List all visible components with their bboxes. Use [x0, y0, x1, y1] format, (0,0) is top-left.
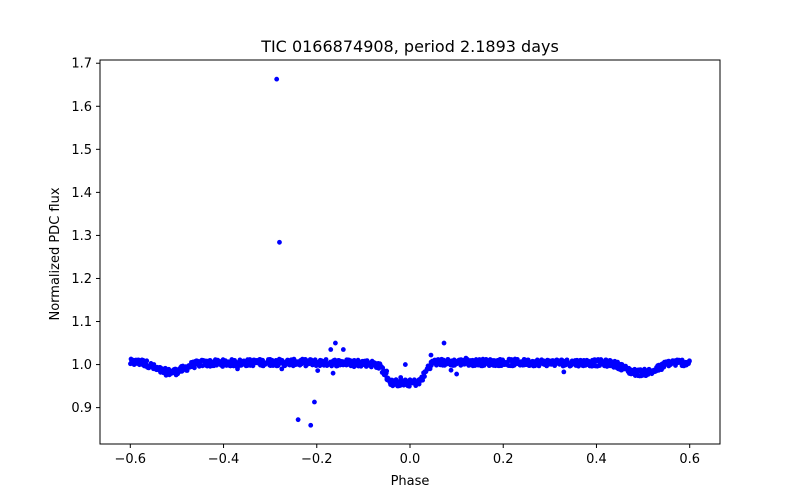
outlier-point — [561, 369, 567, 375]
data-point — [323, 357, 329, 362]
outlier-point — [235, 366, 240, 372]
x-tick-label: 0.2 — [493, 452, 514, 467]
outlier-point — [412, 378, 418, 383]
y-tick-label: 0.9 — [71, 401, 92, 416]
y-tick-label: 1.4 — [71, 186, 92, 201]
outlier-point — [347, 357, 352, 363]
data-point — [355, 357, 361, 363]
data-point — [686, 359, 692, 364]
y-tick-label: 1.5 — [71, 143, 92, 158]
y-tick-label: 1.7 — [71, 57, 92, 72]
x-tick-label: 0.0 — [400, 452, 421, 467]
y-tick-label: 1.1 — [71, 315, 92, 330]
outlier-point — [384, 368, 390, 374]
axes: −0.6 −0.4 −0.2 0.0 0.2 0.4 0.6 0.9 1.0 1.1 1.2 1.3 1… — [71, 57, 721, 467]
y-axis-label: Normalized PDC flux — [48, 187, 63, 320]
chart-title: TIC 0166874908, period 2.1893 days — [260, 37, 559, 56]
outlier-point — [328, 347, 334, 352]
outlier-point — [274, 76, 280, 82]
data-points — [128, 76, 692, 428]
outlier-point — [340, 347, 346, 352]
outlier-point — [351, 364, 357, 370]
outlier-point — [454, 371, 460, 377]
outlier-point — [315, 368, 321, 373]
y-tick-label: 1.0 — [71, 358, 92, 373]
outlier-point — [312, 399, 317, 405]
outlier-point — [277, 239, 282, 245]
outlier-point — [441, 340, 447, 346]
x-axis-label: Phase — [391, 474, 430, 489]
data-point — [144, 358, 150, 364]
y-tick-label: 1.2 — [71, 272, 92, 287]
outlier-point — [402, 362, 408, 367]
outlier-point — [295, 417, 301, 423]
x-tick-label: −0.6 — [115, 452, 147, 467]
outlier-point — [448, 367, 454, 373]
y-tick-label: 1.6 — [71, 100, 92, 115]
outlier-point — [308, 422, 314, 428]
data-point — [220, 364, 226, 369]
outlier-point — [510, 363, 515, 369]
data-point — [406, 383, 412, 389]
outlier-point — [421, 370, 427, 376]
outlier-point — [330, 370, 336, 376]
outlier-point — [267, 357, 273, 362]
outlier-point — [279, 366, 285, 372]
outlier-point — [398, 375, 404, 380]
x-tick-label: 0.4 — [586, 452, 607, 467]
x-tick-label: −0.4 — [208, 452, 240, 467]
data-point — [477, 357, 482, 362]
x-tick-label: −0.2 — [301, 452, 333, 467]
x-tick-label: 0.6 — [679, 452, 700, 467]
outlier-point — [428, 352, 434, 358]
outlier-point — [463, 355, 469, 361]
outlier-point — [333, 340, 338, 346]
y-tick-label: 1.3 — [71, 229, 92, 244]
